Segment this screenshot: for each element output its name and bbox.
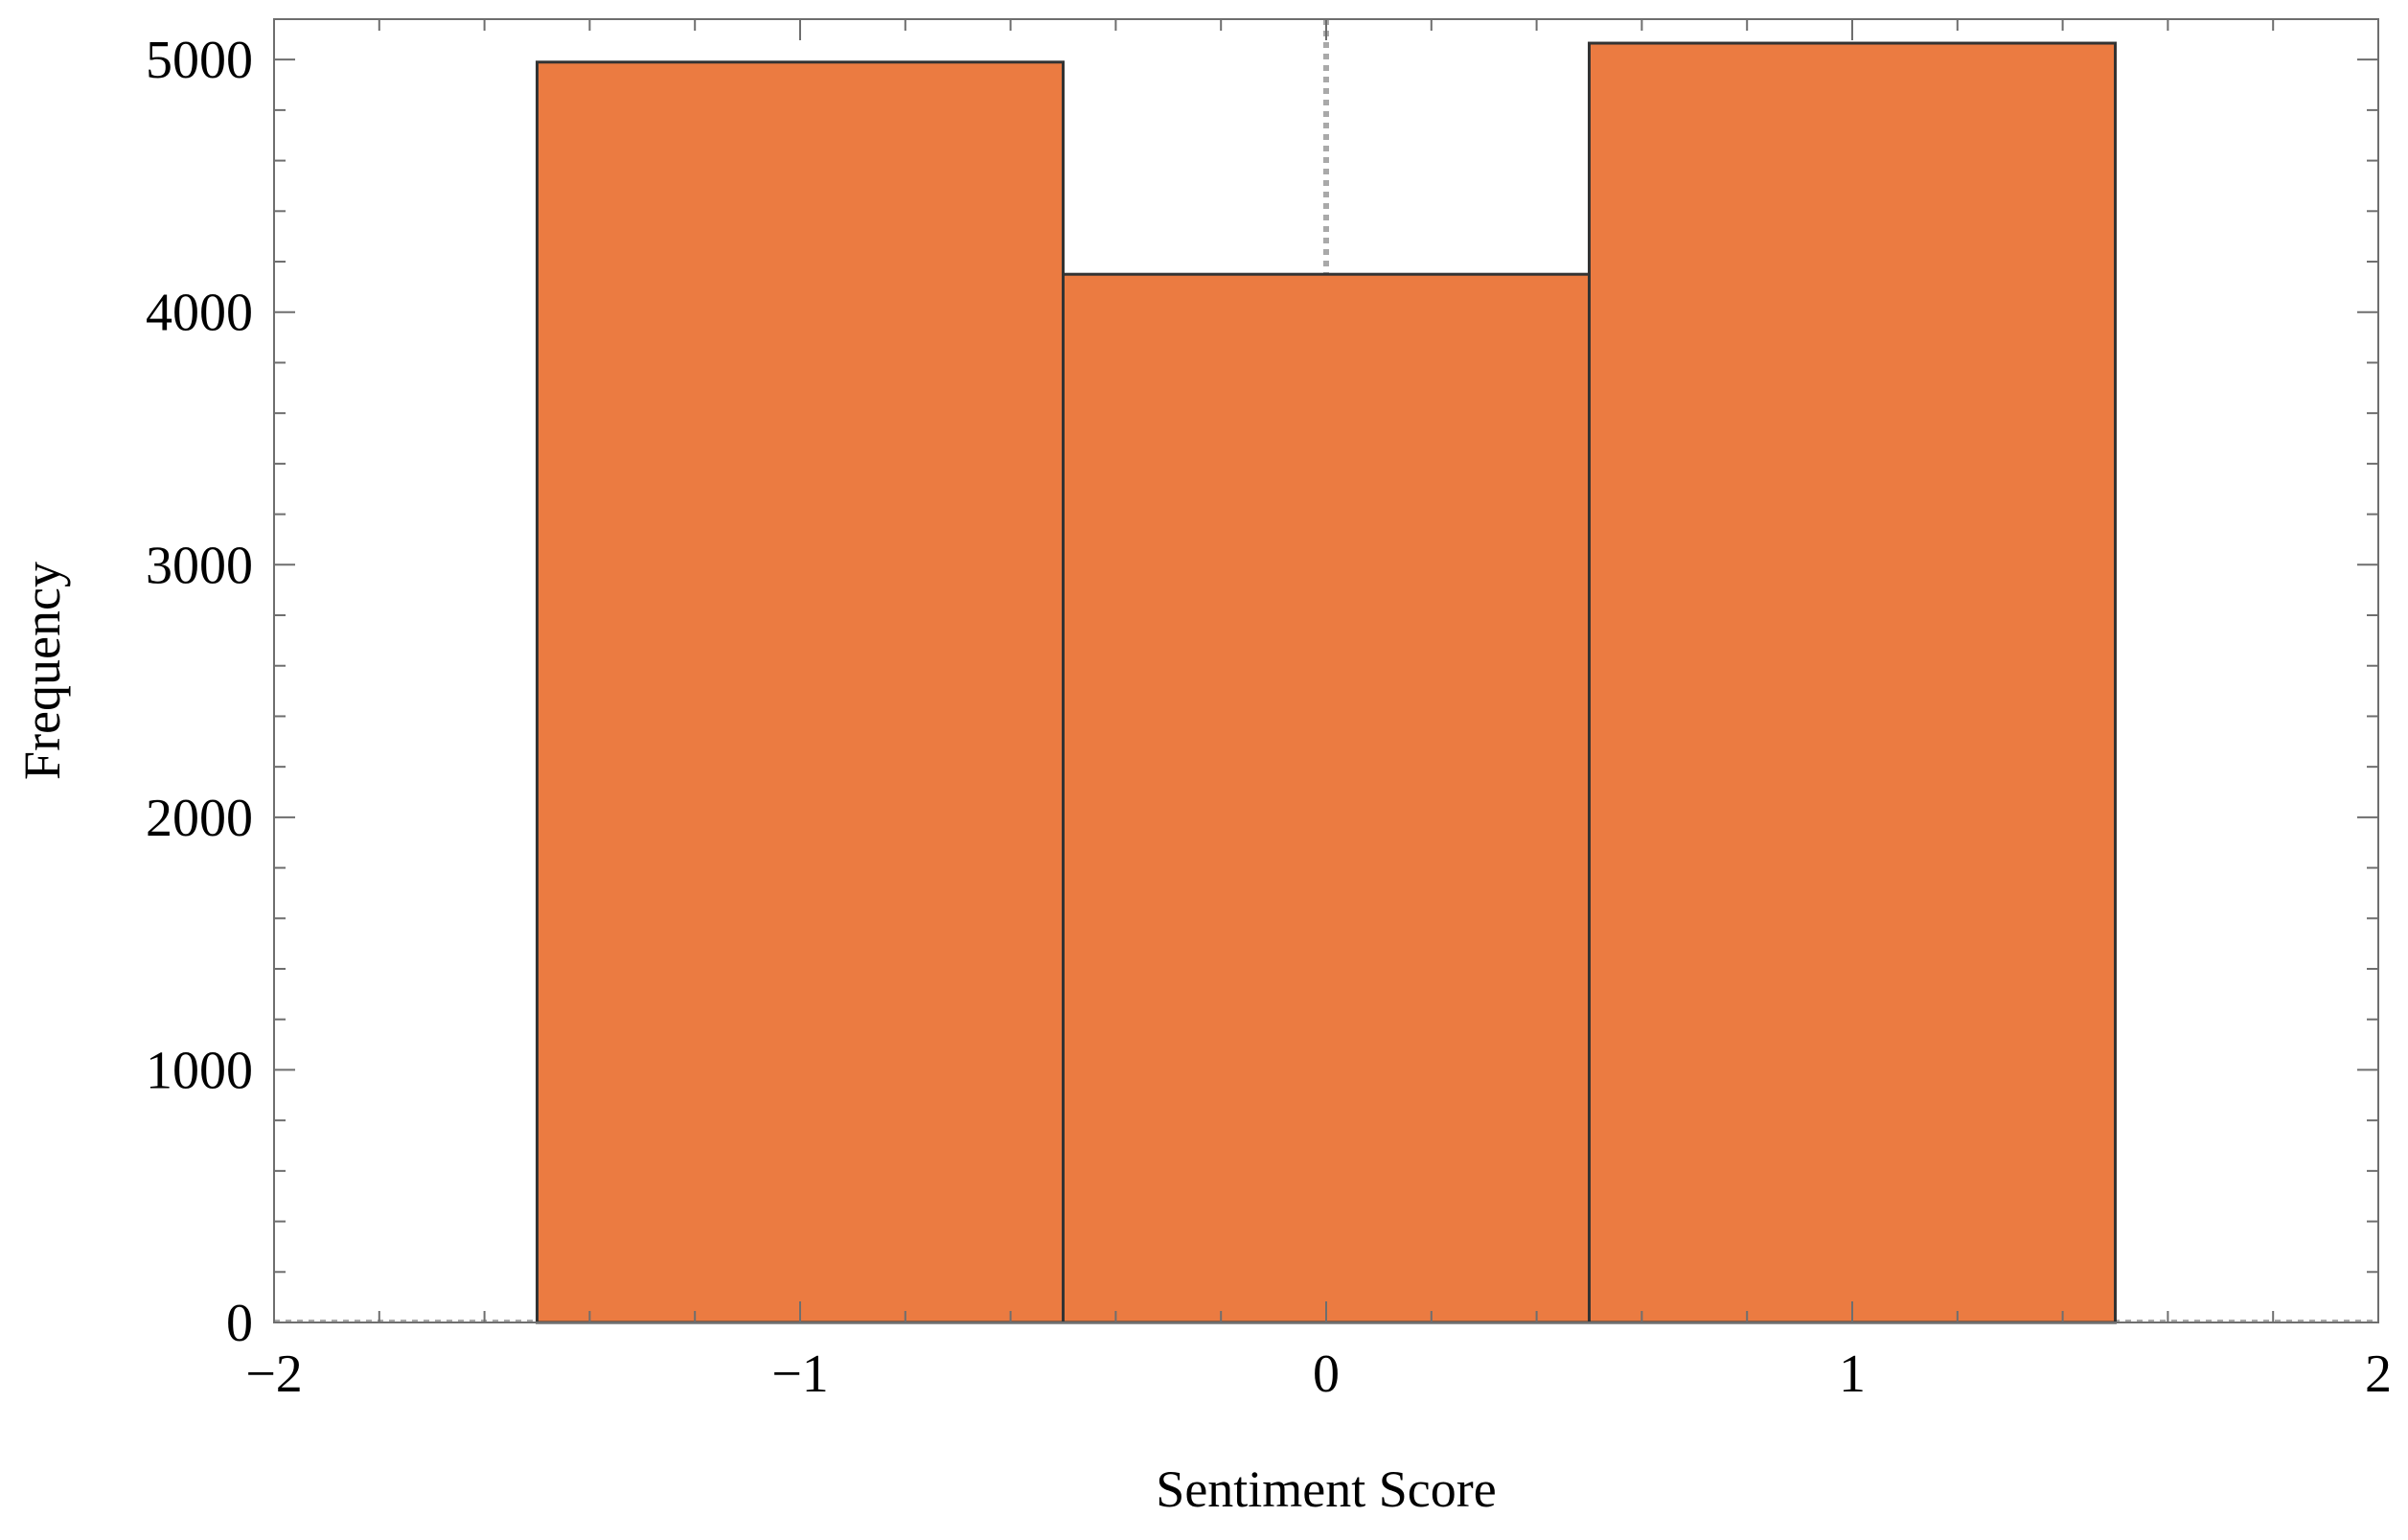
histogram-bar-1 [536,60,1065,1324]
y-tick-label: 2000 [146,789,253,848]
y-tick-label: 3000 [146,536,253,595]
x-tick-label: 2 [2365,1345,2392,1404]
y-tick-labels: 0 1000 2000 3000 4000 5000 [146,31,253,1353]
x-tick-label: −2 [245,1345,303,1404]
histogram-bar-2 [1062,272,1591,1324]
x-axis-label: Sentiment Score [1156,1460,1496,1518]
x-tick-label: 0 [1313,1345,1340,1404]
y-tick-label: 0 [226,1294,253,1353]
y-axis-label: Frequency [13,562,71,780]
histogram-bar-3 [1588,41,2117,1324]
y-tick-label: 4000 [146,284,253,343]
y-tick-label: 5000 [146,31,253,90]
x-tick-label: 1 [1839,1345,1866,1404]
x-tick-labels: −2 −1 0 1 2 [245,1345,2392,1404]
x-tick-label: −1 [771,1345,829,1404]
axis-ticks [273,19,2379,1323]
histogram-bars [536,41,2117,1324]
y-tick-label: 1000 [146,1041,253,1100]
